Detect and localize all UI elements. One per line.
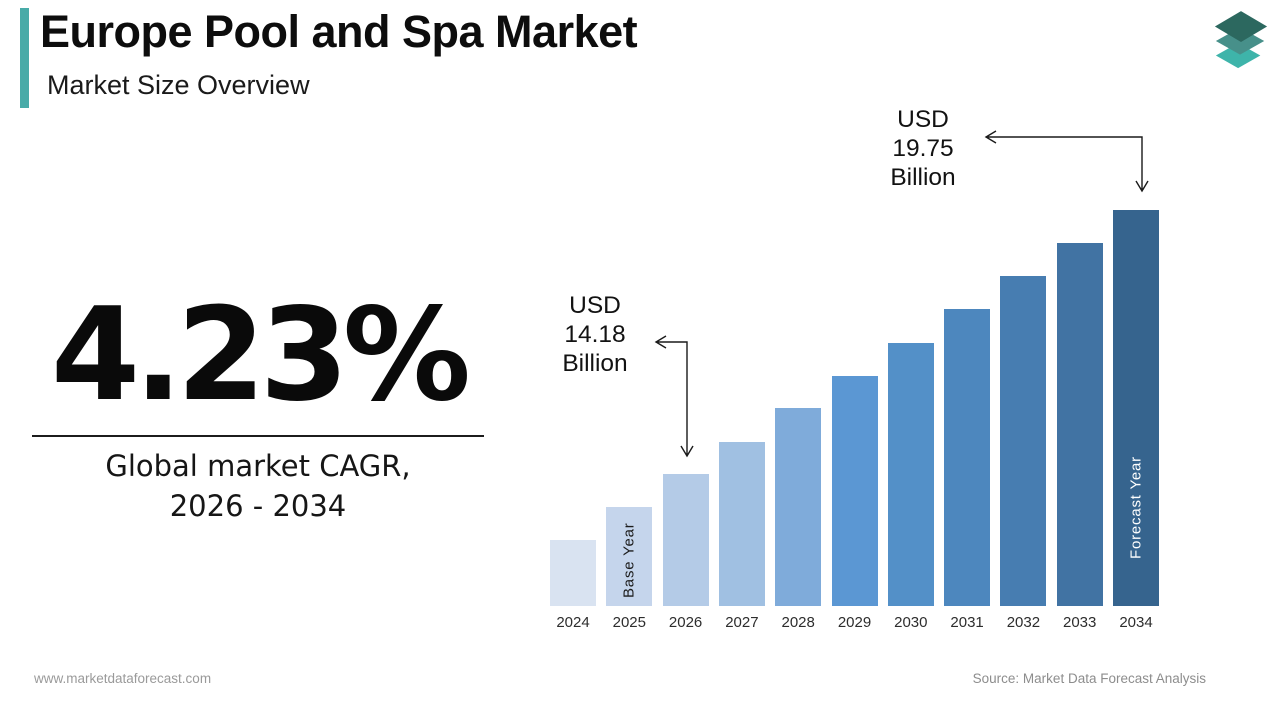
cagr-caption-line1: Global market CAGR, xyxy=(105,449,411,483)
annotation-2026-line1: USD xyxy=(569,292,621,319)
bar-2034 xyxy=(1113,210,1159,606)
annotation-2034-value: USD 19.75 Billion xyxy=(858,105,988,192)
footer-website: www.marketdataforecast.com xyxy=(34,671,212,686)
x-tick-2028: 2028 xyxy=(781,614,815,631)
x-axis-labels: 2024 2025 2026 2027 2028 2029 2030 2031 2032 2033… xyxy=(550,614,1160,634)
layered-diamonds-logo-icon xyxy=(1214,11,1268,69)
x-tick-2032: 2032 xyxy=(1006,614,1041,631)
bar-2030 xyxy=(887,343,934,606)
bar-chart xyxy=(550,206,1160,606)
footer-source: Source: Market Data Forecast Analysis xyxy=(972,671,1206,686)
arrow-to-2034-bar xyxy=(984,130,1149,193)
bar-2029 xyxy=(831,376,878,606)
cagr-caption: Global market CAGR, 2026 - 2034 xyxy=(22,446,494,526)
forecast-year-label: Forecast Year xyxy=(1127,456,1145,560)
annotation-2026-line3: Billion xyxy=(562,350,628,377)
bar-2027 xyxy=(718,442,765,606)
page-title: Europe Pool and Spa Market xyxy=(40,6,638,57)
cagr-value: 4.23% xyxy=(50,281,471,430)
x-tick-2034: 2034 xyxy=(1119,614,1153,631)
annotation-2034-line3: Billion xyxy=(890,164,956,191)
annotation-2026-line2: 14.18 xyxy=(564,321,626,348)
x-tick-2033: 2033 xyxy=(1063,614,1097,631)
bar-2026 xyxy=(662,474,709,606)
bar-2028 xyxy=(775,408,822,606)
annotation-2026-value: USD 14.18 Billion xyxy=(530,291,660,378)
x-tick-2031: 2031 xyxy=(950,614,984,631)
annotation-2034-line2: 19.75 xyxy=(892,135,954,162)
cagr-caption-line2: 2026 - 2034 xyxy=(169,489,347,523)
bar-2031 xyxy=(944,309,991,606)
bar-2032 xyxy=(1000,276,1047,606)
page-subtitle: Market Size Overview xyxy=(47,70,310,100)
bar-2025 xyxy=(606,507,653,606)
x-tick-2026: 2026 xyxy=(668,614,703,631)
x-tick-2029: 2029 xyxy=(837,614,872,631)
annotation-2034-line1: USD xyxy=(897,106,949,133)
base-year-label: Base Year xyxy=(620,522,638,598)
bar-2033 xyxy=(1056,243,1103,606)
x-tick-2030: 2030 xyxy=(894,614,928,631)
x-tick-2027: 2027 xyxy=(725,614,759,631)
x-tick-2024: 2024 xyxy=(556,614,590,631)
stat-divider xyxy=(32,435,484,437)
bar-2024 xyxy=(550,540,596,606)
title-accent-bar xyxy=(20,8,29,108)
x-tick-2025: 2025 xyxy=(612,614,646,631)
